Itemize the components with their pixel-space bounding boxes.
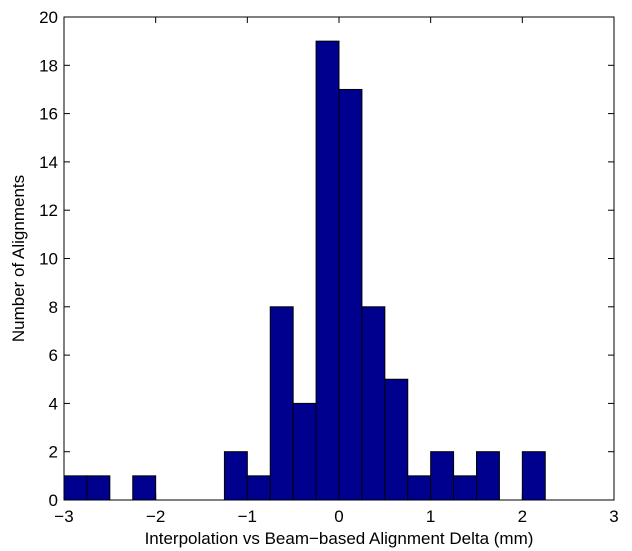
x-tick-label: −3 [54, 507, 73, 526]
y-tick-label: 14 [39, 153, 58, 172]
x-tick-labels: −3 −2 −1 0 1 2 3 [54, 507, 618, 526]
y-tick-labels: 0 2 4 6 8 10 12 14 16 18 20 [39, 8, 58, 510]
histogram-bar [407, 475, 432, 501]
y-tick-label: 0 [49, 491, 58, 510]
x-tick-label: 0 [334, 507, 343, 526]
x-axis-label: Interpolation vs Beam−based Alignment De… [145, 529, 534, 548]
y-tick-label: 20 [39, 8, 58, 27]
y-axis-label: Number of Alignments [9, 175, 28, 342]
histogram-bars [63, 40, 546, 501]
y-tick-label: 10 [39, 250, 58, 269]
y-tick-label: 18 [39, 56, 58, 75]
y-tick-label: 12 [39, 201, 58, 220]
x-tick-label: 1 [426, 507, 435, 526]
histogram-bar [315, 40, 340, 501]
histogram-bar [476, 451, 500, 501]
histogram-bar [63, 475, 88, 501]
histogram-bar [246, 475, 271, 501]
histogram-bar [453, 475, 478, 501]
y-tick-label: 4 [49, 394, 58, 413]
y-tick-label: 8 [49, 298, 58, 317]
histogram-bar [132, 475, 157, 501]
histogram-bar [269, 306, 294, 501]
x-tick-label: 3 [609, 507, 618, 526]
y-tick-label: 6 [49, 346, 58, 365]
x-tick-label: −2 [146, 507, 165, 526]
histogram-bar [86, 475, 111, 501]
histogram-bar [521, 451, 546, 501]
y-tick-label: 16 [39, 105, 58, 124]
histogram-bar [292, 402, 317, 501]
histogram-bar [361, 306, 386, 501]
y-tick-label: 2 [49, 443, 58, 462]
histogram-bar [338, 88, 363, 501]
histogram-bar [223, 451, 248, 501]
histogram-bar [430, 451, 455, 501]
histogram-bar [384, 378, 409, 501]
axis-ticks [63, 16, 615, 501]
x-tick-label: −1 [238, 507, 257, 526]
x-tick-label: 2 [518, 507, 527, 526]
